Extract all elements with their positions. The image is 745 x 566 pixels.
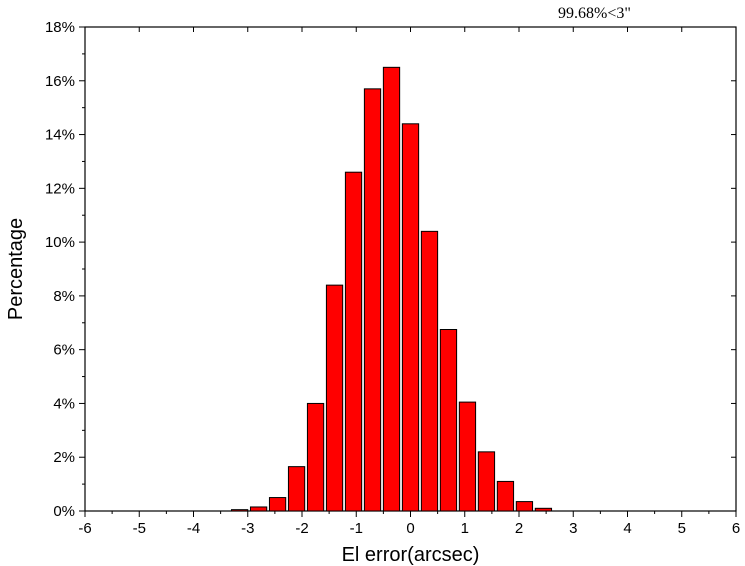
bar-2: [268, 497, 287, 512]
y-tick-label: 8%: [53, 288, 75, 305]
y-tick-label: 16%: [45, 73, 75, 90]
x-tick-label: 2: [515, 520, 523, 537]
y-tick-label: 4%: [53, 395, 75, 412]
y-tick-label: 14%: [45, 127, 75, 144]
x-tick-label: 0: [406, 520, 414, 537]
bar-16: [534, 507, 553, 512]
x-tick-label: 6: [732, 520, 740, 537]
y-tick-label: 18%: [45, 19, 75, 36]
x-axis-title: El error(arcsec): [342, 544, 480, 566]
bar-7: [363, 88, 382, 512]
bar-14: [496, 480, 515, 512]
bar-8: [382, 66, 401, 512]
bar-6: [344, 171, 363, 512]
bar-0: [230, 509, 249, 512]
y-tick-label: 2%: [53, 449, 75, 466]
bar-9: [401, 123, 420, 512]
bar-5: [325, 284, 344, 512]
y-tick-label: 12%: [45, 180, 75, 197]
x-tick-label: 5: [678, 520, 686, 537]
x-tick-label: -6: [78, 520, 91, 537]
x-tick-label: -4: [187, 520, 200, 537]
bar-11: [439, 329, 458, 512]
bar-4: [306, 402, 325, 512]
x-axis: -6 -5 -4 -3 -2 -1 0 1 2 3 4 5 6: [78, 27, 740, 537]
bar-12: [458, 401, 477, 512]
x-tick-label: -3: [241, 520, 254, 537]
bar-1: [249, 506, 268, 512]
y-axis-title: Percentage: [5, 218, 27, 320]
x-tick-label: -1: [350, 520, 363, 537]
y-tick-label: 0%: [53, 503, 75, 520]
bars-group: [230, 66, 553, 512]
y-tick-label: 6%: [53, 342, 75, 359]
x-tick-label: -2: [295, 520, 308, 537]
y-tick-label: 10%: [45, 234, 75, 251]
bar-10: [420, 230, 439, 512]
bar-15: [515, 501, 534, 512]
annotation-text: 99.68%<3": [558, 5, 631, 22]
bar-13: [477, 451, 496, 512]
x-tick-label: -5: [133, 520, 146, 537]
y-axis: 0% 2% 4% 6% 8% 10% 12% 14% 16% 18%: [45, 19, 736, 520]
bar-3: [287, 466, 306, 512]
x-tick-label: 1: [461, 520, 469, 537]
x-tick-label: 3: [569, 520, 577, 537]
x-tick-label: 4: [623, 520, 631, 537]
